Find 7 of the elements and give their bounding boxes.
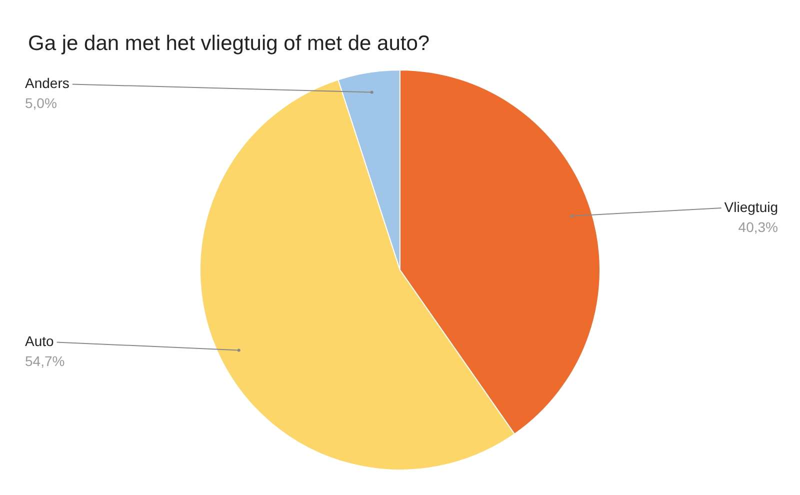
chart-title: Ga je dan met het vliegtuig of met de auto?	[28, 32, 430, 55]
data-label: 40,3%	[738, 218, 778, 235]
slice-label: Vliegtuig	[724, 198, 778, 215]
slice-label: Auto	[25, 333, 54, 350]
data-label: 5,0%	[25, 95, 57, 112]
data-label: 54,7%	[25, 353, 65, 370]
slice-label: Anders	[25, 75, 70, 92]
